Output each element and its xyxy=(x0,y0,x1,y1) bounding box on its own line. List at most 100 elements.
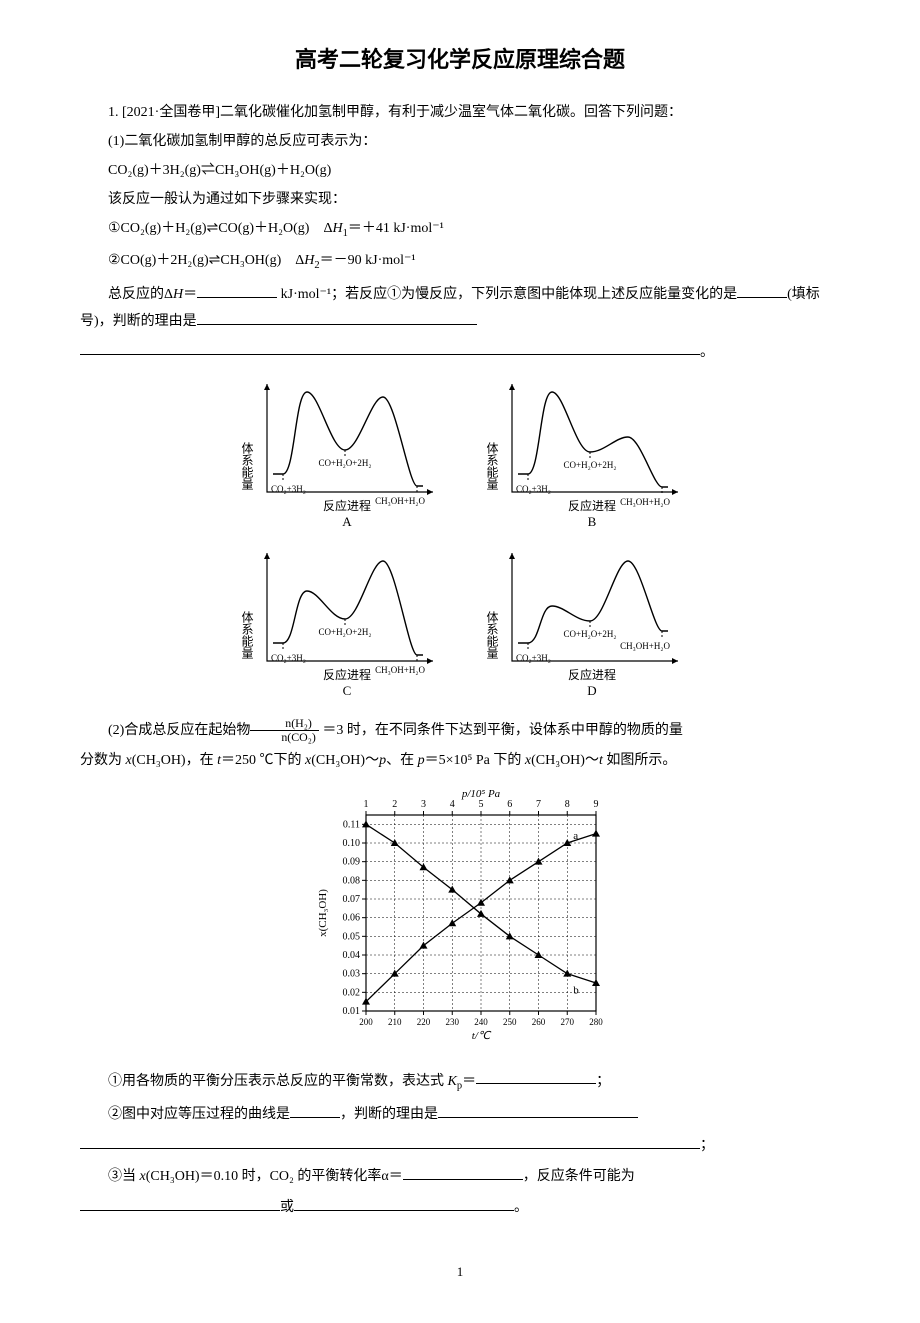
q2-3-cont: 或。 xyxy=(80,1193,840,1220)
energy-diagram-grid: 体系能量CO+H₂O+2H₂CO₂+3H₂CH₃OH+H₂O反应进程A 体系能量… xyxy=(230,377,690,705)
blank-fig xyxy=(737,280,787,298)
chart-container: 1234567892002102202302402502602702800.01… xyxy=(80,785,840,1054)
t: ＝ xyxy=(183,287,197,302)
svg-text:A: A xyxy=(342,514,352,527)
q2-3: ③当 x(CH₃OH)＝0.10 时，CO₂ 的平衡转化率α＝，反应条件可能为 xyxy=(80,1162,840,1189)
svg-text:CO+H₂O+2H₂: CO+H₂O+2H₂ xyxy=(318,627,371,637)
svg-text:CH₃OH+H₂O: CH₃OH+H₂O xyxy=(375,665,425,675)
svg-text:0.01: 0.01 xyxy=(343,1006,361,1017)
blank-curve-reason1 xyxy=(438,1100,638,1118)
t: 、在 xyxy=(386,753,418,768)
svg-text:CO₂+3H₂: CO₂+3H₂ xyxy=(271,484,306,494)
t: n(H₂) xyxy=(250,717,319,731)
svg-text:反应进程: 反应进程 xyxy=(567,498,615,513)
eq-total: CO₂(g)＋3H₂(g)⇌CH₃OH(g)＋H₂O(g) xyxy=(80,158,840,183)
t: 。 xyxy=(700,344,714,359)
svg-text:CH₃OH+H₂O: CH₃OH+H₂O xyxy=(620,497,670,507)
t: 分数为 xyxy=(80,753,126,768)
step1-dh: ＝＋41 kJ·mol⁻¹ xyxy=(348,221,444,236)
svg-text:0.10: 0.10 xyxy=(343,838,361,849)
svg-text:0.09: 0.09 xyxy=(343,857,361,868)
t: (CH₃OH)＝0.10 时，CO₂ 的平衡转化率α＝ xyxy=(146,1169,403,1184)
svg-text:p/10⁵ Pa: p/10⁵ Pa xyxy=(461,788,501,800)
xch3oh-chart: 1234567892002102202302402502602702800.01… xyxy=(310,785,610,1045)
t: ＝3 时，在不同条件下达到平衡，设体系中甲醇的物质的量 xyxy=(322,723,683,738)
q1-mech: 该反应一般认为通过如下步骤来实现： xyxy=(80,187,840,212)
q2-2-cont: ； xyxy=(80,1131,840,1158)
svg-text:0.04: 0.04 xyxy=(343,950,361,961)
q1-p2-lead: (2)合成总反应在起始物n(H₂)n(CO₂) ＝3 时，在不同条件下达到平衡，… xyxy=(80,717,840,744)
svg-text:270: 270 xyxy=(561,1017,575,1027)
t: ＝ xyxy=(462,1073,476,1088)
svg-text:CO₂+3H₂: CO₂+3H₂ xyxy=(516,484,551,494)
svg-text:D: D xyxy=(587,683,596,696)
t: ③当 xyxy=(108,1169,140,1184)
page-title: 高考二轮复习化学反应原理综合题 xyxy=(80,40,840,80)
t: ＝250 ℃下的 xyxy=(221,753,305,768)
svg-text:CO+H₂O+2H₂: CO+H₂O+2H₂ xyxy=(563,629,616,639)
svg-text:CO+H₂O+2H₂: CO+H₂O+2H₂ xyxy=(563,460,616,470)
svg-text:t/℃: t/℃ xyxy=(472,1030,492,1042)
blank-dh xyxy=(197,280,277,298)
svg-text:9: 9 xyxy=(594,799,599,810)
t: ①用各物质的平衡分压表示总反应的平衡常数，表达式 xyxy=(108,1073,448,1088)
panel-b: 体系能量CO+H₂O+2H₂CO₂+3H₂CH₃OH+H₂O反应进程B xyxy=(478,377,688,536)
q1-p1-lead: (1)二氧化碳加氢制甲醇的总反应可表示为： xyxy=(80,129,840,154)
t: n(CO₂) xyxy=(250,731,319,744)
blank-line: 。 xyxy=(80,338,840,365)
t: ＝5×10⁵ Pa 下的 xyxy=(425,753,525,768)
q2-1: ①用各物质的平衡分压表示总反应的平衡常数，表达式 Kp＝； xyxy=(80,1067,840,1096)
svg-text:0.06: 0.06 xyxy=(343,913,361,924)
svg-text:0.08: 0.08 xyxy=(343,876,361,887)
svg-text:5: 5 xyxy=(479,799,484,810)
blank-curve-reason2 xyxy=(80,1131,700,1149)
svg-text:0.02: 0.02 xyxy=(343,988,361,999)
q1-ask-dh: 总反应的ΔH＝ kJ·mol⁻¹；若反应①为慢反应，下列示意图中能体现上述反应能… xyxy=(80,280,840,334)
t: ，判断的理由是 xyxy=(340,1107,438,1122)
t: kJ·mol⁻¹；若反应①为慢反应，下列示意图中能体现上述反应能量变化的是 xyxy=(277,287,737,302)
svg-text:210: 210 xyxy=(388,1017,402,1027)
svg-text:1: 1 xyxy=(364,799,369,810)
svg-text:反应进程: 反应进程 xyxy=(322,498,370,513)
svg-text:6: 6 xyxy=(507,799,512,810)
t: ，反应条件可能为 xyxy=(523,1169,635,1184)
blank-curve xyxy=(290,1100,340,1118)
svg-text:230: 230 xyxy=(446,1017,460,1027)
t: (2)合成总反应在起始物 xyxy=(108,723,250,738)
blank-cond2 xyxy=(294,1193,514,1211)
step2-dh: ＝－90 kJ·mol⁻¹ xyxy=(320,253,416,268)
svg-text:280: 280 xyxy=(589,1017,603,1027)
t: 或 xyxy=(280,1200,294,1215)
svg-text:7: 7 xyxy=(536,799,541,810)
svg-text:体系能量: 体系能量 xyxy=(240,610,254,658)
blank-reason2 xyxy=(80,338,700,356)
svg-text:体系能量: 体系能量 xyxy=(485,441,499,489)
step2-text: ②CO(g)＋2H₂(g)⇌CH₃OH(g) Δ xyxy=(108,253,304,268)
svg-text:CH₃OH+H₂O: CH₃OH+H₂O xyxy=(620,641,670,651)
t: 如图所示。 xyxy=(603,753,677,768)
svg-text:体系能量: 体系能量 xyxy=(240,441,254,489)
svg-text:反应进程: 反应进程 xyxy=(567,667,615,682)
svg-text:4: 4 xyxy=(450,799,455,810)
svg-text:CO₂+3H₂: CO₂+3H₂ xyxy=(516,653,551,663)
blank-cond1 xyxy=(80,1193,280,1211)
q1-stem: 1. [2021·全国卷甲]二氧化碳催化加氢制甲醇，有利于减少温室气体二氧化碳。… xyxy=(80,100,840,125)
t: 。 xyxy=(514,1200,528,1215)
svg-text:260: 260 xyxy=(532,1017,546,1027)
t: ； xyxy=(596,1073,610,1088)
t: 总反应的Δ xyxy=(108,287,173,302)
svg-text:CO₂+3H₂: CO₂+3H₂ xyxy=(271,653,306,663)
panel-d: 体系能量 CO+H₂O+2H₂ CO₂+3H₂ CH₃OH+H₂O 反应进程D xyxy=(478,546,688,705)
svg-text:8: 8 xyxy=(565,799,570,810)
t: (CH₃OH)，在 xyxy=(132,753,217,768)
svg-text:b: b xyxy=(573,985,579,997)
svg-text:x(CH₃OH): x(CH₃OH) xyxy=(317,889,329,937)
t: ②图中对应等压过程的曲线是 xyxy=(108,1107,290,1122)
svg-text:200: 200 xyxy=(359,1017,373,1027)
svg-text:0.11: 0.11 xyxy=(343,820,360,831)
svg-text:体系能量: 体系能量 xyxy=(485,610,499,658)
svg-text:0.05: 0.05 xyxy=(343,932,361,943)
page-number: 1 xyxy=(80,1260,840,1283)
blank-kp xyxy=(476,1067,596,1085)
panel-c: 体系能量CO+H₂O+2H₂CO₂+3H₂CH₃OH+H₂O反应进程C xyxy=(233,546,443,705)
